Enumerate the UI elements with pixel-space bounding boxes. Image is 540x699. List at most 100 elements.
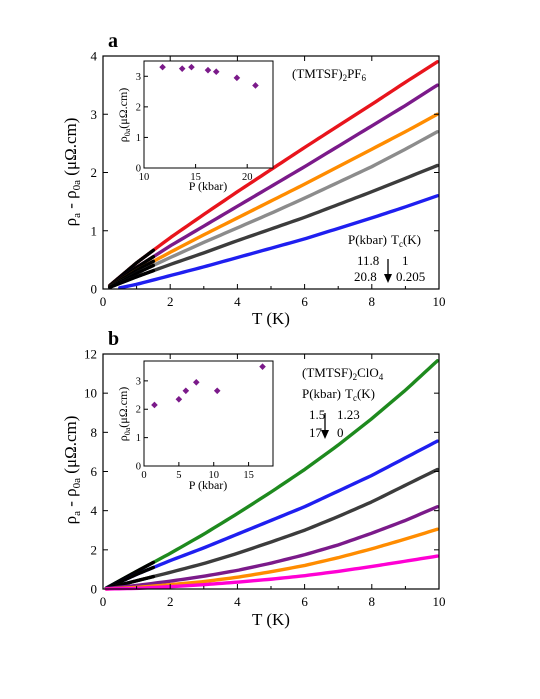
inset-y-tick-label: 3 (136, 72, 141, 83)
inset-x-tick-label: 0 (141, 470, 146, 481)
y-tick-label: 2 (91, 542, 98, 557)
inset-x-tick-label: 10 (208, 470, 219, 481)
panel-b-inset-frame (143, 360, 274, 467)
panel-b-y-label: ρa - ρ0a (μΩ.cm) (61, 416, 83, 525)
panel-b-legend-p1: 1.5 (309, 407, 325, 422)
inset-data-point (192, 378, 200, 386)
y-tick-label: 0 (91, 582, 98, 597)
panel-b-compound: (TMTSF)2ClO4 (302, 365, 384, 382)
inset-data-point (178, 65, 186, 72)
panel-a-legend-header: P(kbar) Tc(K) (348, 232, 421, 249)
series-low-T-segment-2 (104, 565, 156, 590)
panel-b-x-label: T (K) (252, 610, 290, 629)
y-tick-label: 2 (91, 165, 98, 180)
inset-data-point (182, 387, 190, 395)
inset-data-point (151, 401, 158, 409)
inset-y-tick-label: 2 (136, 405, 141, 416)
x-tick-label: 10 (433, 294, 446, 309)
panel-b-inset-y-label: ρ0a(μΩ.cm) (116, 387, 132, 442)
series-line-4 (108, 130, 440, 289)
y-tick-label: 1 (91, 223, 98, 238)
panel-b-legend-p2: 17 (309, 425, 323, 440)
panel-b-inset-ticks: 0 5 10 15 0 1 2 3 (136, 376, 254, 481)
inset-data-point (252, 82, 259, 89)
panel-a-inset-points (159, 63, 259, 89)
x-tick-label: 0 (100, 594, 107, 609)
panel-b-inset: 0 5 10 15 0 1 2 3 P (kbar) ρ0a(μΩ.cm) (116, 360, 274, 492)
inset-y-tick-label: 0 (136, 462, 141, 473)
y-tick-label: 4 (91, 503, 98, 518)
panel-a-y-label: ρa - ρ0a (μΩ.cm) (61, 118, 83, 227)
y-tick-label: 6 (91, 464, 98, 479)
panel-b-legend-t2: 0 (337, 425, 344, 440)
panel-b-arrow-down-icon (321, 413, 329, 439)
panel-a-inset-frame (143, 60, 274, 169)
y-tick-label: 8 (91, 425, 98, 440)
inset-y-tick-label: 0 (136, 164, 141, 175)
inset-x-tick-label: 5 (176, 470, 181, 481)
inset-x-tick-label: 20 (242, 172, 253, 183)
panel-a-letter: a (108, 30, 118, 52)
inset-data-point (259, 363, 266, 370)
inset-data-point (213, 387, 221, 395)
x-tick-label: 8 (369, 294, 376, 309)
x-tick-label: 6 (301, 294, 308, 309)
series-low-T-segment-5 (108, 268, 156, 289)
series-line-5 (108, 163, 440, 289)
series-line-4 (104, 505, 440, 591)
inset-y-tick-label: 1 (136, 433, 141, 444)
inset-data-point (175, 396, 183, 403)
series-line-3 (108, 112, 440, 289)
panel-a-inset: 10 15 20 0 1 2 3 P (kbar) ρ0a(μΩ.cm) (116, 60, 274, 193)
inset-data-point (204, 66, 212, 74)
inset-y-tick-label: 1 (136, 133, 141, 144)
panel-a-inset-x-label: P (kbar) (189, 179, 228, 193)
panel-a-x-label: T (K) (252, 309, 290, 328)
panel-b-x-ticks: 0 2 4 6 8 10 (100, 354, 446, 609)
x-tick-label: 4 (234, 594, 241, 609)
panel-a-inset-y-label: ρ0a(μΩ.cm) (116, 88, 132, 143)
y-tick-label: 10 (84, 386, 97, 401)
inset-data-point (159, 63, 166, 71)
series-line-1 (104, 359, 440, 590)
panel-b-inset-x-label: P (kbar) (189, 478, 228, 492)
panel-b-legend-t1: 1.23 (337, 407, 360, 422)
x-tick-label: 4 (234, 294, 241, 309)
series-line-6 (118, 194, 440, 290)
panel-a-inset-ticks: 10 15 20 0 1 2 3 (136, 72, 253, 183)
panel-b-series (104, 359, 440, 591)
x-tick-label: 10 (433, 594, 446, 609)
series-line-2 (104, 439, 440, 590)
inset-data-point (233, 74, 241, 82)
x-tick-label: 2 (167, 294, 174, 309)
panel-a-legend-p2: 20.8 (354, 269, 377, 284)
panel-a-series (108, 60, 440, 290)
x-tick-label: 8 (369, 594, 376, 609)
inset-x-tick-label: 15 (243, 470, 254, 481)
inset-data-point (188, 63, 195, 71)
inset-data-point (212, 68, 220, 75)
series-line-6 (104, 554, 440, 591)
panel-a-legend-t1: 1 (402, 253, 409, 268)
y-tick-label: 3 (91, 107, 98, 122)
inset-y-tick-label: 2 (136, 102, 141, 113)
series-line-1 (108, 60, 440, 288)
y-tick-label: 0 (91, 282, 98, 297)
panel-b-letter: b (108, 328, 119, 350)
panel-a-arrow-down-icon (384, 259, 392, 283)
panel-b-inset-points (151, 363, 266, 409)
panel-a-compound: (TMTSF)2PF6 (292, 66, 367, 83)
panel-a-y-ticks: 0 1 2 3 4 (91, 49, 439, 297)
y-tick-label: 4 (91, 49, 98, 64)
panel-b-legend-header: P(kbar) Tc(K) (302, 386, 375, 403)
series-line-5 (104, 527, 440, 591)
panel-a-x-ticks: 0 2 4 6 8 10 (100, 56, 446, 309)
series-line-3 (104, 467, 440, 591)
panel-a: a 0 2 4 6 8 10 0 1 2 3 4 T (K) ρa - ρ0a (μΩ.cm) (… (61, 30, 446, 328)
x-tick-label: 2 (167, 594, 174, 609)
panel-a-legend-p1: 11.8 (357, 253, 379, 268)
inset-y-tick-label: 3 (136, 376, 141, 387)
panel-a-legend-t2: 0.205 (396, 269, 425, 284)
